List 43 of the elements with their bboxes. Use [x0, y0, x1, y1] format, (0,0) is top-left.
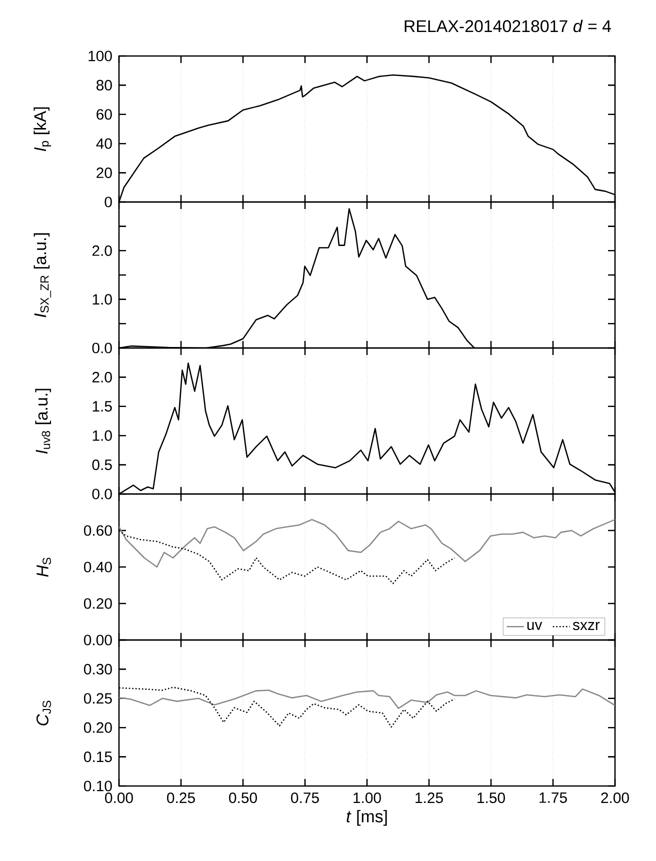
- x-axis-title: t [ms]: [346, 810, 387, 826]
- y-axis-title: C$_{JS}$: [36, 700, 51, 726]
- y-tick-label: 0.00: [84, 634, 112, 646]
- x-tick-label: 0.75: [291, 792, 319, 804]
- y-tick-label: 0.25: [84, 693, 112, 704]
- y-axis-title: I$_{uv8}$ [a.u.]: [35, 388, 51, 454]
- y-tick-label: 0.15: [84, 752, 112, 762]
- x-tick-label: 0.25: [167, 792, 195, 804]
- y-tick-label: 0.40: [84, 562, 112, 572]
- legend-label: uv: [527, 622, 542, 630]
- y-tick-label: 0.30: [84, 664, 112, 674]
- y-tick-label: 1.0: [92, 430, 112, 441]
- x-tick-label: 1.50: [478, 792, 505, 804]
- y-tick-label: 0: [104, 196, 112, 208]
- y-tick-label: 0.5: [92, 460, 112, 470]
- x-tick-label: 0.00: [105, 792, 133, 804]
- y-tick-label: 0.10: [84, 780, 112, 792]
- line-series: [119, 518, 616, 568]
- y-axis-title: I$_{p}$ [kA]: [34, 107, 52, 152]
- y-tick-label: 40: [96, 138, 112, 149]
- legend-label: sxzr: [572, 622, 600, 630]
- y-tick-label: 0.0: [92, 488, 112, 500]
- y-tick-label: 2.0: [92, 372, 112, 382]
- y-tick-label: 2.0: [92, 245, 112, 256]
- y-tick-label: 100: [88, 50, 112, 62]
- x-tick-label: 1.75: [540, 792, 567, 803]
- y-tick-label: 0.60: [84, 525, 112, 536]
- x-tick-label: 0.50: [229, 792, 257, 804]
- y-tick-label: 0.20: [84, 722, 112, 733]
- x-tick-label: 2.00: [601, 792, 629, 804]
- x-tick-label: 1.00: [354, 792, 381, 804]
- y-axis-title: I$_{SX_ZR}$ [a.u.]: [34, 233, 51, 318]
- y-tick-label: 1.5: [92, 401, 112, 412]
- y-tick-label: 20: [96, 168, 112, 178]
- y-axis-title: H$_{S}$: [36, 558, 51, 577]
- y-tick-label: 1.0: [92, 294, 112, 305]
- x-tick-label: 1.25: [416, 792, 443, 804]
- y-tick-label: 80: [96, 80, 112, 90]
- chart-title: RELAX-20140218017 d = 4: [404, 20, 611, 32]
- y-tick-label: 60: [96, 109, 112, 120]
- y-tick-label: 0.20: [84, 598, 112, 609]
- y-tick-label: 0.0: [92, 342, 112, 354]
- line-series: [119, 688, 616, 709]
